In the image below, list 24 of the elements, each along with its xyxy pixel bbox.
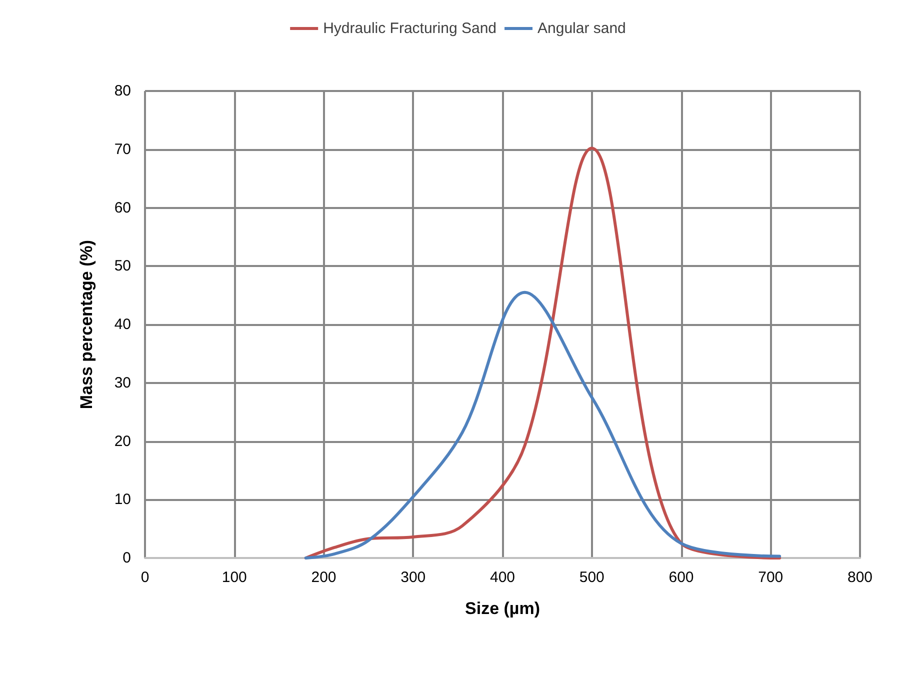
y-tick-label: 20 — [114, 432, 131, 450]
x-tick-label: 700 — [758, 569, 784, 586]
x-tick-label: 500 — [579, 569, 604, 586]
x-tick-label: 600 — [668, 569, 694, 586]
y-tick-label: 80 — [114, 82, 131, 100]
y-tick-label: 70 — [114, 140, 131, 158]
x-tick-label: 0 — [140, 569, 150, 586]
y-axis-title: Mass percentage (%) — [77, 240, 96, 410]
y-tick-label: 0 — [122, 550, 131, 566]
x-tick-label: 100 — [222, 569, 247, 586]
x-axis-title: Size (µm) — [465, 599, 540, 618]
y-tick-label: 40 — [114, 316, 131, 333]
line-series — [304, 290, 782, 560]
x-tick-label: 800 — [847, 569, 873, 586]
y-tick-label: 60 — [114, 199, 131, 216]
legend-label: Angular sand — [538, 20, 626, 37]
y-tick-label: 50 — [114, 258, 131, 275]
y-tick-label: 10 — [114, 491, 131, 508]
x-tick-label: 300 — [400, 569, 426, 586]
x-tick-label: 200 — [311, 569, 336, 586]
line-series — [304, 146, 782, 560]
legend-label: Hydraulic Fracturing Sand — [323, 20, 497, 37]
x-tick-label: 400 — [490, 569, 516, 586]
y-tick-label: 30 — [114, 374, 131, 392]
